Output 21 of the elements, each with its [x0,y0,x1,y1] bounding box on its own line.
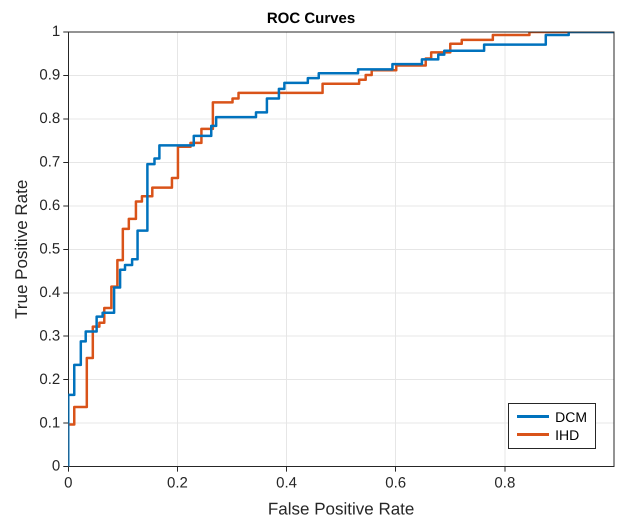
y-tick-label: 0.1 [39,414,60,432]
x-tick-label: 0.8 [494,474,516,492]
x-tick-label: 0 [64,474,72,492]
legend-label: IHD [555,426,580,444]
legend-label: DCM [555,408,587,426]
x-tick-label: 0.2 [166,474,188,492]
y-tick-label: 0.7 [39,154,60,171]
y-tick-label: 0 [52,458,60,475]
chart-title: ROC Curves [266,10,356,28]
y-tick-label: 1 [52,23,60,40]
x-axis-title: False Positive Rate [268,499,414,518]
y-tick-label: 0.2 [39,370,60,388]
x-tick-label: 0.6 [385,474,406,492]
y-tick-label: 0.8 [39,110,60,128]
y-tick-label: 0.5 [39,240,60,258]
x-tick-label: 0.4 [276,474,297,492]
y-axis-title: True Positive Rate [12,180,31,319]
y-tick-label: 0.4 [39,284,60,301]
y-tick-label: 0.9 [39,66,60,84]
y-tick-label: 0.6 [39,196,60,214]
y-tick-label: 0.3 [39,327,60,344]
